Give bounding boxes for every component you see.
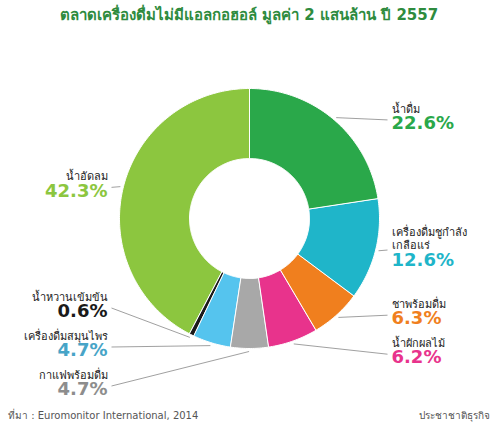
svg-text:12.6%: 12.6% (392, 249, 454, 270)
svg-text:น้ำอัดลม: น้ำอัดลม (65, 170, 108, 184)
svg-text:6.2%: 6.2% (392, 346, 442, 367)
svg-text:4.7%: 4.7% (58, 339, 108, 360)
html-text:ประชาชาติธุรกิจ: ประชาชาติธุรกิจ (419, 410, 490, 421)
svg-text:น้ำหวานเข้มข้น: น้ำหวานเข้มข้น (31, 290, 108, 304)
svg-text:22.6%: 22.6% (392, 112, 454, 133)
svg-text:0.6%: 0.6% (58, 300, 108, 321)
svg-text:4.7%: 4.7% (58, 378, 108, 399)
svg-text:น้ำผักผลไม้: น้ำผักผลไม้ (391, 336, 445, 350)
html-text:ที่มา : Euromonitor Internatio: ที่มา : Euromonitor International, 2014 (8, 410, 199, 421)
html-text:เกลือแร่: เกลือแร่ (391, 239, 430, 253)
svg-text:เครื่องดื่มสมุนไพร: เครื่องดื่มสมุนไพร (23, 329, 108, 343)
svg-text:42.3%: 42.3% (45, 180, 107, 201)
html-text:ตลาดเครื่องดื่มไม่มีแอลกอฮอล์: ตลาดเครื่องดื่มไม่มีแอลกอฮอล์ มูลค่า 2 แ… (59, 6, 439, 24)
svg-text:ชาพร้อมดื่ม: ชาพร้อมดื่ม (391, 297, 446, 311)
svg-text:กาแฟพร้อมดื่ม: กาแฟพร้อมดื่ม (38, 368, 108, 382)
svg-text:น้ำดื่ม: น้ำดื่ม (391, 102, 420, 116)
html-text:เครื่องดื่มชูกำลัง: เครื่องดื่มชูกำลัง (391, 226, 467, 240)
svg-text:6.3%: 6.3% (392, 307, 442, 328)
